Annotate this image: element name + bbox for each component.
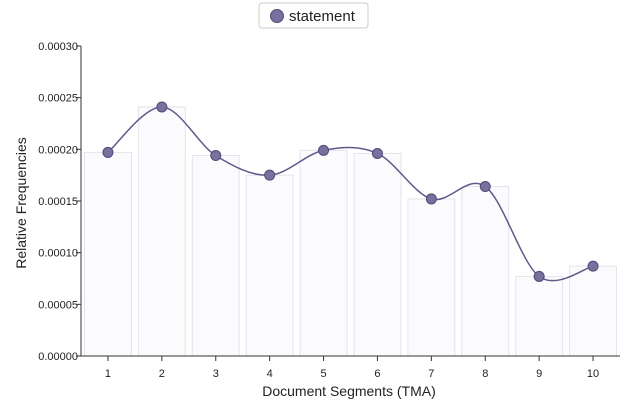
x-tick-label: 2 (159, 368, 165, 380)
bars-group (84, 106, 617, 357)
x-tick-label: 4 (267, 368, 273, 380)
x-tick-label: 7 (428, 368, 434, 380)
bar-8 (461, 186, 510, 357)
y-tick-label: 0.00030 (38, 41, 78, 53)
y-tick-label: 0.00020 (38, 144, 78, 156)
series-line (107, 106, 594, 282)
y-tick-label: 0.00000 (38, 351, 78, 363)
points-group (102, 101, 599, 282)
x-tick-label: 6 (374, 368, 380, 380)
bar-7 (407, 198, 456, 357)
y-axis: 0.00000 0.00005 0.00010 0.00015 0.00020 0.000… (38, 41, 82, 363)
legend-marker-statement (270, 9, 284, 23)
x-axis-title: Document Segments (TMA) (262, 383, 436, 399)
point-9[interactable] (533, 270, 545, 282)
x-tick-label: 3 (213, 368, 219, 380)
y-tick-label: 0.00010 (38, 248, 78, 260)
x-tick-label: 10 (587, 368, 599, 380)
y-tick-label: 0.00005 (38, 299, 78, 311)
bar-6 (353, 152, 402, 357)
bar-10 (569, 265, 617, 357)
x-tick-label: 5 (320, 368, 326, 380)
legend[interactable]: statement (258, 2, 369, 29)
point-10[interactable] (587, 260, 599, 272)
point-3[interactable] (210, 150, 222, 162)
y-tick-label: 0.00025 (38, 93, 78, 105)
bar-3 (191, 155, 240, 357)
y-axis-title: Relative Frequencies (13, 137, 29, 269)
point-2[interactable] (156, 101, 168, 113)
point-1[interactable] (102, 146, 114, 158)
x-axis: 1 2 3 4 5 6 7 8 9 10 (81, 355, 620, 380)
bar-9 (515, 275, 564, 357)
y-tick-label: 0.00015 (38, 196, 78, 208)
bar-2 (137, 106, 186, 357)
x-tick-label: 9 (536, 368, 542, 380)
bar-5 (299, 149, 348, 357)
point-7[interactable] (425, 193, 437, 205)
bar-1 (84, 151, 132, 357)
point-8[interactable] (479, 181, 491, 193)
bar-4 (245, 174, 294, 357)
x-tick-label: 1 (105, 368, 111, 380)
point-5[interactable] (318, 144, 330, 156)
x-tick-label: 8 (482, 368, 488, 380)
legend-label-statement: statement (289, 8, 356, 25)
point-6[interactable] (371, 147, 383, 159)
legend-box (258, 2, 369, 29)
point-4[interactable] (264, 169, 276, 181)
